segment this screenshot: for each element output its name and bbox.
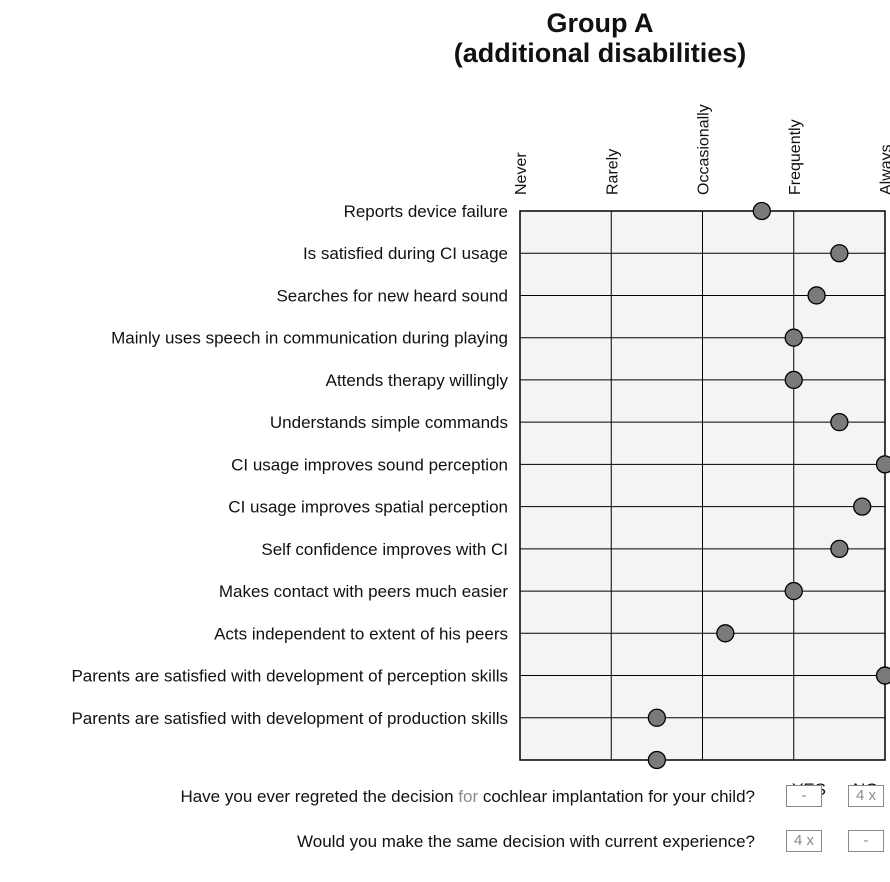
x-tick-label: Occasionally <box>696 104 713 195</box>
data-point <box>877 456 890 473</box>
row-label: Attends therapy willingly <box>326 371 509 390</box>
data-point <box>753 203 770 220</box>
row-label: CI usage improves sound perception <box>231 455 508 474</box>
data-point <box>785 371 802 388</box>
data-point <box>648 709 665 726</box>
x-tick-label: Frequently <box>787 119 804 195</box>
x-tick-label: Always <box>878 144 890 195</box>
data-point <box>717 625 734 642</box>
row-label: Mainly uses speech in communication duri… <box>111 329 508 348</box>
question-regret: Have you ever regreted the decision for … <box>180 787 755 807</box>
row-label: Acts independent to extent of his peers <box>214 624 508 643</box>
row-label: Is satisfied during CI usage <box>303 244 508 263</box>
row-label: Understands simple commands <box>270 413 508 432</box>
data-point <box>877 667 890 684</box>
data-point <box>785 329 802 346</box>
regret-yes-count: - <box>786 785 822 807</box>
row-label: Reports device failure <box>344 202 508 221</box>
data-point <box>831 414 848 431</box>
data-point <box>785 583 802 600</box>
row-label: Self confidence improves with CI <box>261 540 508 559</box>
row-label: CI usage improves spatial perception <box>228 498 508 517</box>
same-decision-no-count: - <box>848 830 884 852</box>
row-label: Searches for new heard sound <box>276 286 508 305</box>
row-label: Makes contact with peers much easier <box>219 582 508 601</box>
x-tick-label: Never <box>513 152 530 195</box>
regret-no-count: 4 x <box>848 785 884 807</box>
row-label: Parents are satisfied with development o… <box>71 709 508 728</box>
data-point <box>854 498 871 515</box>
data-point <box>808 287 825 304</box>
data-point <box>831 245 848 262</box>
question-same-decision: Would you make the same decision with cu… <box>297 832 755 852</box>
question-same-decision-text: Would you make the same decision with cu… <box>297 832 755 851</box>
question-regret-text-3: cochlear implantation for your child? <box>478 787 755 806</box>
x-tick-label: Rarely <box>604 149 621 195</box>
data-point <box>648 752 665 769</box>
question-regret-text-2: for <box>458 787 478 806</box>
row-label: Parents are satisfied with development o… <box>71 667 508 686</box>
same-decision-yes-count: 4 x <box>786 830 822 852</box>
question-regret-text-1: Have you ever regreted the decision <box>180 787 458 806</box>
data-point <box>831 540 848 557</box>
